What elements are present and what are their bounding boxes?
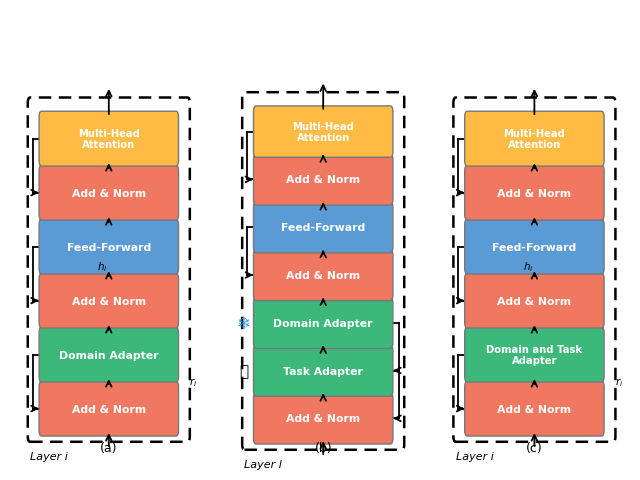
- Text: $r_i$: $r_i$: [189, 375, 197, 388]
- Text: Feed-Forward: Feed-Forward: [281, 223, 365, 233]
- Text: Add & Norm: Add & Norm: [72, 188, 146, 198]
- FancyBboxPatch shape: [253, 107, 393, 158]
- Text: Add & Norm: Add & Norm: [72, 296, 146, 306]
- Text: Add & Norm: Add & Norm: [497, 296, 572, 306]
- Text: 🔥: 🔥: [239, 363, 248, 378]
- Text: ❄: ❄: [237, 314, 250, 332]
- Text: Multi-Head
Attention: Multi-Head Attention: [292, 121, 354, 143]
- Text: (c): (c): [526, 441, 543, 454]
- FancyBboxPatch shape: [465, 112, 604, 167]
- FancyBboxPatch shape: [39, 382, 179, 436]
- FancyBboxPatch shape: [465, 327, 604, 382]
- Text: (a): (a): [100, 441, 118, 454]
- FancyBboxPatch shape: [253, 202, 393, 253]
- Text: Add & Norm: Add & Norm: [286, 175, 360, 185]
- Text: Feed-Forward: Feed-Forward: [492, 242, 577, 252]
- FancyBboxPatch shape: [465, 166, 604, 221]
- FancyBboxPatch shape: [253, 393, 393, 444]
- Text: (b): (b): [314, 441, 332, 454]
- Text: Domain and Task
Adapter: Domain and Task Adapter: [486, 344, 582, 366]
- FancyBboxPatch shape: [39, 220, 179, 275]
- FancyBboxPatch shape: [253, 298, 393, 348]
- Text: Add & Norm: Add & Norm: [497, 404, 572, 414]
- Text: Layer i: Layer i: [456, 451, 493, 461]
- Text: Add & Norm: Add & Norm: [286, 270, 360, 280]
- Text: Add & Norm: Add & Norm: [286, 413, 360, 423]
- Text: $r_i$: $r_i$: [614, 375, 623, 388]
- FancyBboxPatch shape: [39, 166, 179, 221]
- FancyBboxPatch shape: [465, 382, 604, 436]
- FancyBboxPatch shape: [465, 220, 604, 275]
- Text: Add & Norm: Add & Norm: [72, 404, 146, 414]
- Text: Task Adapter: Task Adapter: [284, 366, 363, 376]
- FancyBboxPatch shape: [253, 250, 393, 301]
- Text: Domain Adapter: Domain Adapter: [59, 350, 159, 360]
- Text: Domain Adapter: Domain Adapter: [273, 318, 373, 328]
- Text: Layer l: Layer l: [244, 459, 282, 468]
- FancyBboxPatch shape: [39, 327, 179, 382]
- Text: Multi-Head
Attention: Multi-Head Attention: [504, 129, 565, 150]
- Text: Layer i: Layer i: [30, 451, 68, 461]
- FancyBboxPatch shape: [253, 345, 393, 396]
- Text: $h_i$: $h_i$: [523, 260, 533, 274]
- Text: Multi-Head
Attention: Multi-Head Attention: [78, 129, 140, 150]
- Text: $h_i$: $h_i$: [97, 260, 108, 274]
- FancyBboxPatch shape: [253, 155, 393, 205]
- Text: Add & Norm: Add & Norm: [497, 188, 572, 198]
- FancyBboxPatch shape: [39, 112, 179, 167]
- FancyBboxPatch shape: [39, 274, 179, 328]
- FancyBboxPatch shape: [465, 274, 604, 328]
- Text: Feed-Forward: Feed-Forward: [67, 242, 151, 252]
